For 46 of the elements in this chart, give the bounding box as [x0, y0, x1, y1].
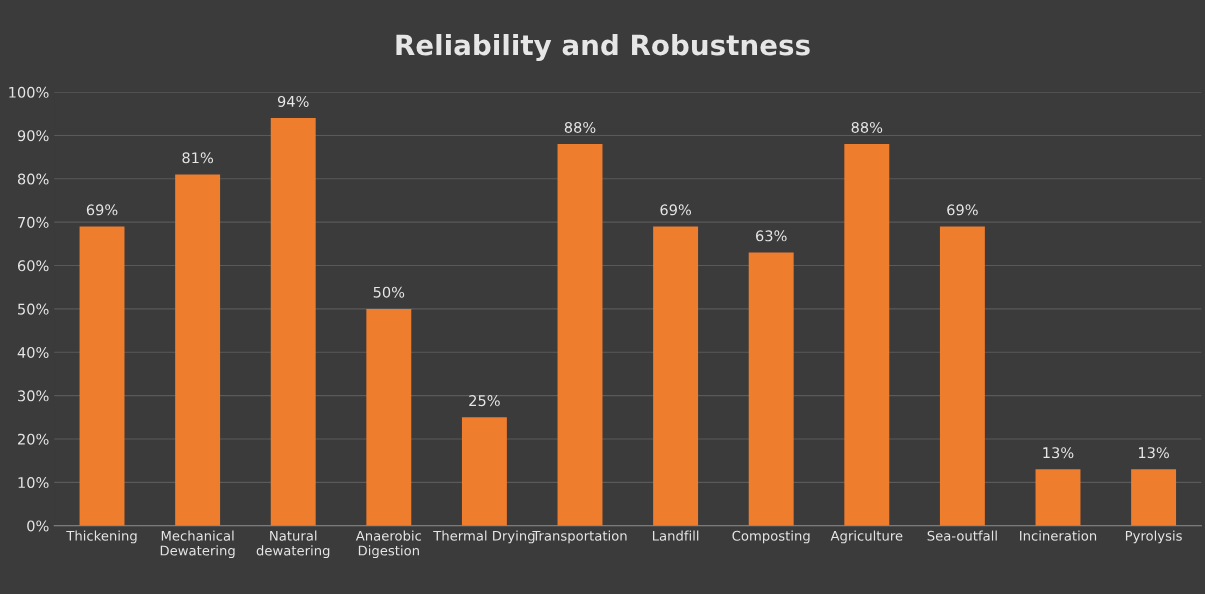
data-label: 88%: [564, 121, 596, 133]
data-label: 25%: [469, 395, 500, 407]
x-tick-label: Mechanical Dewatering: [160, 530, 235, 559]
bar: [557, 144, 603, 526]
y-tick-label: 60%: [17, 260, 49, 272]
data-label: 69%: [660, 204, 692, 216]
x-tick-label: Pyrolysis: [1125, 530, 1182, 544]
x-tick-label: Thickening: [66, 530, 137, 544]
data-label: 69%: [947, 204, 978, 216]
y-tick-label: 0%: [27, 520, 49, 532]
x-tick-label: Sea-outfall: [927, 530, 997, 541]
x-tick-label: Composting: [732, 530, 810, 544]
bar: [1035, 469, 1081, 526]
x-tick-label: Anaerobic Digestion: [355, 530, 422, 559]
y-tick-label: 70%: [18, 216, 49, 228]
y-tick-label: 20%: [18, 433, 49, 445]
bar: [1131, 469, 1177, 526]
x-tick-label: Natural dewatering: [256, 530, 330, 559]
data-label: 88%: [851, 121, 883, 133]
chart-title: Reliability and Robustness: [396, 33, 810, 62]
y-tick-label: 10%: [18, 477, 49, 489]
y-tick-label: 30%: [18, 390, 49, 402]
data-label: 13%: [1138, 447, 1169, 459]
bar: [461, 417, 507, 526]
x-tick-label: Incineration: [1020, 530, 1097, 541]
bar: [653, 226, 699, 526]
bar: [175, 174, 221, 526]
bar: [748, 252, 794, 526]
y-tick-label: 80%: [17, 173, 49, 185]
data-label: 94%: [277, 95, 309, 107]
y-tick-label: 40%: [17, 346, 49, 358]
bar: [270, 118, 316, 526]
x-tick-label: Agriculture: [830, 530, 903, 544]
bar: [366, 308, 412, 526]
y-tick-label: 50%: [18, 303, 49, 315]
y-tick-label: 90%: [17, 130, 49, 142]
data-label: 69%: [86, 204, 118, 216]
y-tick-label: 100%: [9, 86, 49, 98]
data-label: 13%: [1043, 447, 1074, 459]
data-label: 81%: [182, 152, 214, 164]
x-tick-label: Landfill: [652, 530, 699, 541]
bar: [79, 226, 125, 526]
bar: [844, 144, 890, 526]
data-label: 63%: [756, 230, 787, 242]
data-label: 50%: [373, 286, 405, 298]
bar: [939, 226, 985, 526]
